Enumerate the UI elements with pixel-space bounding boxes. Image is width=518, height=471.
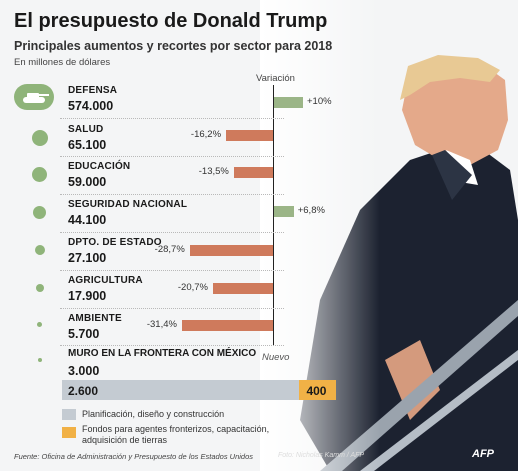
sector-budget: 17.900	[68, 289, 107, 303]
wall-value-planning: 2.600	[68, 384, 99, 398]
sector-budget: 5.700	[68, 327, 100, 341]
sector-dot	[32, 130, 48, 146]
variation-label: +6,8%	[297, 205, 325, 216]
wall-total: 3.000	[68, 364, 100, 378]
zero-axis	[273, 85, 274, 345]
sector-dot	[32, 167, 47, 182]
variation-label: -28,7%	[154, 244, 185, 255]
sector-name: DEFENSA	[68, 85, 118, 96]
row-separator	[60, 156, 284, 157]
sector-budget: 574.000	[68, 99, 114, 113]
wall-bar-agents	[299, 380, 336, 400]
variation-bar	[189, 245, 273, 256]
sector-budget: 44.100	[68, 213, 107, 227]
legend-agents-line1: Fondos para agentes fronterizos, capacit…	[82, 424, 270, 434]
variation-label: -13,5%	[198, 166, 229, 177]
variation-bar	[233, 167, 273, 178]
row-separator	[60, 270, 284, 271]
legend-planning: Planificación, diseño y construcción	[82, 409, 225, 419]
variation-label: +10%	[307, 96, 332, 107]
sector-budget: 27.100	[68, 251, 107, 265]
variation-label: -31,4%	[146, 319, 177, 330]
sector-budget: 65.100	[68, 138, 107, 152]
row-separator	[60, 194, 284, 195]
unit-label: En millones de dólares	[14, 57, 111, 68]
tank-icon	[14, 84, 54, 110]
sector-budget: 59.000	[68, 175, 107, 189]
sector-dot	[38, 358, 42, 362]
legend-swatch-agents	[62, 427, 76, 438]
sector-name: AMBIENTE	[68, 313, 122, 324]
wall-bar-planning	[62, 380, 300, 400]
variation-bar	[226, 130, 273, 141]
legend-swatch-planning	[62, 409, 76, 420]
sector-name: SEGURIDAD NACIONAL	[68, 199, 188, 210]
sector-dot	[37, 322, 42, 327]
afp-logo: AFP	[472, 448, 494, 460]
variation-bar	[212, 283, 273, 294]
photo-credit: Foto: Nicholas Kamm / AFP	[278, 452, 365, 459]
variation-axis-label: Variación	[256, 73, 295, 84]
row-separator	[60, 345, 284, 346]
wall-value-agents: 400	[306, 384, 327, 398]
sector-dot	[33, 206, 46, 219]
sector-name: EDUCACIÓN	[68, 161, 131, 172]
sector-name: SALUD	[68, 124, 104, 135]
variation-label: -20,7%	[177, 282, 208, 293]
source-note: Fuente: Oficina de Administración y Pres…	[14, 452, 254, 461]
variation-bar	[274, 97, 303, 108]
variation-bar	[181, 320, 273, 331]
row-separator	[60, 118, 284, 119]
sector-name: AGRICULTURA	[68, 275, 143, 286]
row-separator	[60, 232, 284, 233]
sector-dot	[35, 245, 45, 255]
wall-title: MURO EN LA FRONTERA CON MÉXICO	[68, 348, 257, 359]
legend-agents-line2: adquisición de tierras	[82, 435, 168, 445]
new-label: Nuevo	[262, 352, 290, 363]
variation-label: -16,2%	[190, 129, 222, 140]
variation-bar	[274, 206, 294, 217]
chart-subtitle: Principales aumentos y recortes por sect…	[14, 39, 333, 53]
sector-name: DPTO. DE ESTADO	[68, 237, 162, 248]
sector-dot	[36, 284, 44, 292]
row-separator	[60, 308, 284, 309]
chart-title: El presupuesto de Donald Trump	[14, 10, 328, 32]
